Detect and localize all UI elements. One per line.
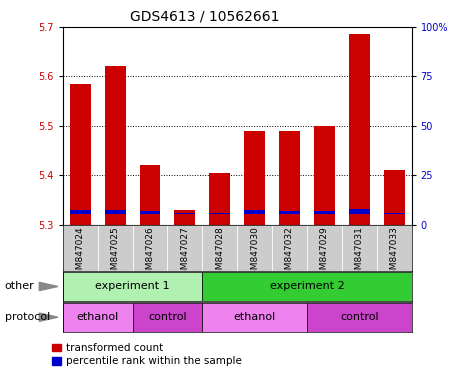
- Text: GSM847026: GSM847026: [146, 226, 154, 281]
- Text: GSM847031: GSM847031: [355, 226, 364, 281]
- Bar: [209, 173, 230, 225]
- Text: experiment 1: experiment 1: [95, 281, 170, 291]
- Text: GDS4613 / 10562661: GDS4613 / 10562661: [130, 10, 279, 23]
- Text: experiment 2: experiment 2: [270, 281, 344, 291]
- Bar: [63, 272, 202, 301]
- Bar: [140, 165, 160, 225]
- Text: protocol: protocol: [5, 312, 50, 322]
- Bar: [202, 272, 412, 301]
- Bar: [202, 303, 307, 331]
- Bar: [244, 131, 265, 225]
- Bar: [307, 303, 412, 331]
- Text: GSM847025: GSM847025: [111, 226, 120, 281]
- Text: GSM847030: GSM847030: [250, 226, 259, 281]
- Text: GSM847032: GSM847032: [285, 226, 294, 281]
- Bar: [349, 209, 370, 214]
- Text: ethanol: ethanol: [77, 312, 119, 322]
- Bar: [209, 213, 230, 214]
- Text: GSM847027: GSM847027: [180, 226, 189, 281]
- Text: GSM847028: GSM847028: [215, 226, 224, 281]
- Bar: [70, 84, 91, 225]
- Text: GSM847033: GSM847033: [390, 226, 399, 281]
- Bar: [384, 170, 405, 225]
- Polygon shape: [39, 313, 58, 321]
- Bar: [63, 303, 133, 331]
- Bar: [105, 210, 126, 214]
- Bar: [174, 213, 195, 214]
- Bar: [314, 211, 335, 214]
- Bar: [279, 211, 300, 214]
- Bar: [349, 34, 370, 225]
- Text: other: other: [5, 281, 34, 291]
- Text: control: control: [148, 312, 187, 322]
- Bar: [174, 210, 195, 225]
- Bar: [384, 213, 405, 214]
- Polygon shape: [39, 282, 58, 291]
- Bar: [279, 131, 300, 225]
- Bar: [70, 210, 91, 214]
- Legend: transformed count, percentile rank within the sample: transformed count, percentile rank withi…: [52, 343, 242, 366]
- Bar: [314, 126, 335, 225]
- Text: GSM847029: GSM847029: [320, 226, 329, 281]
- Text: control: control: [340, 312, 379, 322]
- Text: GSM847024: GSM847024: [76, 226, 85, 281]
- Bar: [140, 211, 160, 214]
- Bar: [105, 66, 126, 225]
- Bar: [244, 210, 265, 214]
- Text: ethanol: ethanol: [233, 312, 276, 322]
- Bar: [133, 303, 202, 331]
